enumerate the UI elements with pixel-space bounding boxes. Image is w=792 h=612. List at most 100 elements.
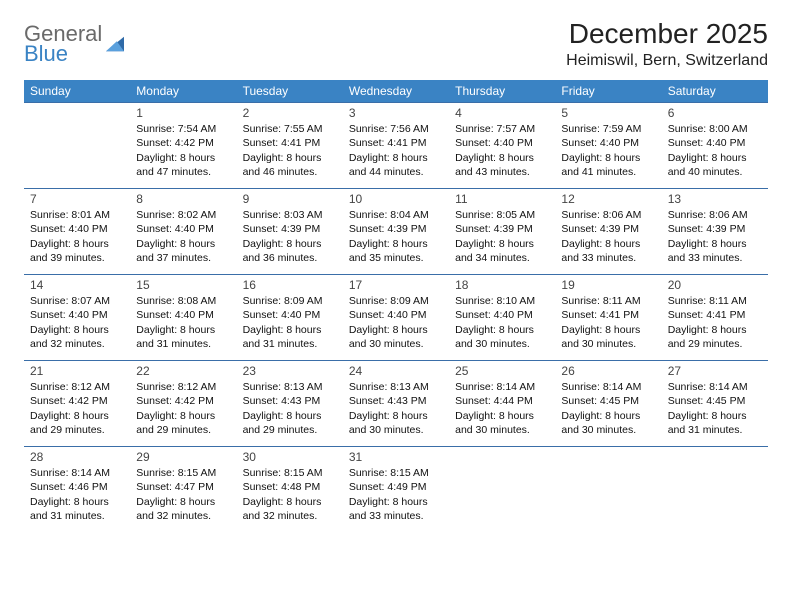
day-cell: 14Sunrise: 8:07 AMSunset: 4:40 PMDayligh… bbox=[24, 275, 130, 361]
weekday-header: Friday bbox=[555, 80, 661, 103]
sunset-text: Sunset: 4:40 PM bbox=[30, 308, 124, 322]
sunset-text: Sunset: 4:40 PM bbox=[243, 308, 337, 322]
logo: General Blue bbox=[24, 18, 126, 64]
day-cell: 23Sunrise: 8:13 AMSunset: 4:43 PMDayligh… bbox=[237, 361, 343, 447]
daylight-text: Daylight: 8 hours bbox=[136, 323, 230, 337]
day-cell: 29Sunrise: 8:15 AMSunset: 4:47 PMDayligh… bbox=[130, 447, 236, 533]
sunrise-text: Sunrise: 8:02 AM bbox=[136, 208, 230, 222]
sunrise-text: Sunrise: 8:04 AM bbox=[349, 208, 443, 222]
calendar-page: General Blue December 2025 Heimiswil, Be… bbox=[0, 0, 792, 551]
sunset-text: Sunset: 4:40 PM bbox=[136, 308, 230, 322]
location: Heimiswil, Bern, Switzerland bbox=[566, 52, 768, 70]
day-cell: 22Sunrise: 8:12 AMSunset: 4:42 PMDayligh… bbox=[130, 361, 236, 447]
logo-text-blue: Blue bbox=[24, 44, 102, 64]
calendar-head: SundayMondayTuesdayWednesdayThursdayFrid… bbox=[24, 80, 768, 103]
daylight-text: and 29 minutes. bbox=[243, 423, 337, 437]
sunset-text: Sunset: 4:43 PM bbox=[349, 394, 443, 408]
title-block: December 2025 Heimiswil, Bern, Switzerla… bbox=[566, 18, 768, 70]
sunrise-text: Sunrise: 7:55 AM bbox=[243, 122, 337, 136]
daylight-text: and 32 minutes. bbox=[136, 509, 230, 523]
weekday-row: SundayMondayTuesdayWednesdayThursdayFrid… bbox=[24, 80, 768, 103]
daylight-text: and 31 minutes. bbox=[243, 337, 337, 351]
sunrise-text: Sunrise: 8:11 AM bbox=[561, 294, 655, 308]
sunrise-text: Sunrise: 8:07 AM bbox=[30, 294, 124, 308]
day-cell: 16Sunrise: 8:09 AMSunset: 4:40 PMDayligh… bbox=[237, 275, 343, 361]
day-cell: 12Sunrise: 8:06 AMSunset: 4:39 PMDayligh… bbox=[555, 189, 661, 275]
daylight-text: and 30 minutes. bbox=[561, 337, 655, 351]
daylight-text: and 33 minutes. bbox=[668, 251, 762, 265]
daylight-text: Daylight: 8 hours bbox=[136, 409, 230, 423]
daylight-text: and 30 minutes. bbox=[561, 423, 655, 437]
daylight-text: and 29 minutes. bbox=[136, 423, 230, 437]
day-cell: 27Sunrise: 8:14 AMSunset: 4:45 PMDayligh… bbox=[662, 361, 768, 447]
daylight-text: Daylight: 8 hours bbox=[243, 323, 337, 337]
daylight-text: and 32 minutes. bbox=[30, 337, 124, 351]
sunset-text: Sunset: 4:41 PM bbox=[561, 308, 655, 322]
sunrise-text: Sunrise: 7:54 AM bbox=[136, 122, 230, 136]
sunset-text: Sunset: 4:42 PM bbox=[30, 394, 124, 408]
daylight-text: Daylight: 8 hours bbox=[668, 409, 762, 423]
sunset-text: Sunset: 4:39 PM bbox=[561, 222, 655, 236]
daylight-text: Daylight: 8 hours bbox=[30, 495, 124, 509]
daylight-text: Daylight: 8 hours bbox=[30, 323, 124, 337]
day-number: 3 bbox=[349, 105, 443, 121]
daylight-text: Daylight: 8 hours bbox=[243, 237, 337, 251]
day-cell: 31Sunrise: 8:15 AMSunset: 4:49 PMDayligh… bbox=[343, 447, 449, 533]
sunset-text: Sunset: 4:40 PM bbox=[455, 308, 549, 322]
day-cell: 9Sunrise: 8:03 AMSunset: 4:39 PMDaylight… bbox=[237, 189, 343, 275]
daylight-text: and 43 minutes. bbox=[455, 165, 549, 179]
sunrise-text: Sunrise: 8:08 AM bbox=[136, 294, 230, 308]
daylight-text: and 46 minutes. bbox=[243, 165, 337, 179]
sunrise-text: Sunrise: 8:15 AM bbox=[243, 466, 337, 480]
day-number: 17 bbox=[349, 277, 443, 293]
weekday-header: Saturday bbox=[662, 80, 768, 103]
sunset-text: Sunset: 4:41 PM bbox=[243, 136, 337, 150]
sunrise-text: Sunrise: 7:57 AM bbox=[455, 122, 549, 136]
sunset-text: Sunset: 4:47 PM bbox=[136, 480, 230, 494]
day-cell: 7Sunrise: 8:01 AMSunset: 4:40 PMDaylight… bbox=[24, 189, 130, 275]
sunrise-text: Sunrise: 8:15 AM bbox=[136, 466, 230, 480]
sunrise-text: Sunrise: 8:09 AM bbox=[243, 294, 337, 308]
daylight-text: Daylight: 8 hours bbox=[243, 495, 337, 509]
day-cell: 2Sunrise: 7:55 AMSunset: 4:41 PMDaylight… bbox=[237, 103, 343, 189]
day-number: 23 bbox=[243, 363, 337, 379]
day-cell: 15Sunrise: 8:08 AMSunset: 4:40 PMDayligh… bbox=[130, 275, 236, 361]
empty-cell bbox=[555, 447, 661, 533]
day-number: 24 bbox=[349, 363, 443, 379]
daylight-text: Daylight: 8 hours bbox=[243, 151, 337, 165]
daylight-text: Daylight: 8 hours bbox=[668, 151, 762, 165]
sunset-text: Sunset: 4:41 PM bbox=[349, 136, 443, 150]
day-number: 20 bbox=[668, 277, 762, 293]
daylight-text: and 29 minutes. bbox=[30, 423, 124, 437]
sunset-text: Sunset: 4:40 PM bbox=[136, 222, 230, 236]
sunrise-text: Sunrise: 8:00 AM bbox=[668, 122, 762, 136]
day-number: 2 bbox=[243, 105, 337, 121]
calendar-table: SundayMondayTuesdayWednesdayThursdayFrid… bbox=[24, 80, 768, 533]
daylight-text: and 36 minutes. bbox=[243, 251, 337, 265]
sunrise-text: Sunrise: 8:11 AM bbox=[668, 294, 762, 308]
sunrise-text: Sunrise: 8:12 AM bbox=[30, 380, 124, 394]
day-number: 10 bbox=[349, 191, 443, 207]
daylight-text: and 30 minutes. bbox=[455, 423, 549, 437]
sunrise-text: Sunrise: 8:10 AM bbox=[455, 294, 549, 308]
day-number: 13 bbox=[668, 191, 762, 207]
daylight-text: Daylight: 8 hours bbox=[561, 151, 655, 165]
sunset-text: Sunset: 4:41 PM bbox=[668, 308, 762, 322]
sunset-text: Sunset: 4:40 PM bbox=[455, 136, 549, 150]
daylight-text: Daylight: 8 hours bbox=[455, 151, 549, 165]
sunrise-text: Sunrise: 8:06 AM bbox=[668, 208, 762, 222]
day-cell: 24Sunrise: 8:13 AMSunset: 4:43 PMDayligh… bbox=[343, 361, 449, 447]
day-cell: 17Sunrise: 8:09 AMSunset: 4:40 PMDayligh… bbox=[343, 275, 449, 361]
daylight-text: Daylight: 8 hours bbox=[668, 323, 762, 337]
sunset-text: Sunset: 4:44 PM bbox=[455, 394, 549, 408]
empty-cell bbox=[662, 447, 768, 533]
daylight-text: Daylight: 8 hours bbox=[136, 237, 230, 251]
day-cell: 11Sunrise: 8:05 AMSunset: 4:39 PMDayligh… bbox=[449, 189, 555, 275]
day-number: 28 bbox=[30, 449, 124, 465]
daylight-text: Daylight: 8 hours bbox=[243, 409, 337, 423]
sunset-text: Sunset: 4:40 PM bbox=[561, 136, 655, 150]
sunrise-text: Sunrise: 8:15 AM bbox=[349, 466, 443, 480]
week-row: 14Sunrise: 8:07 AMSunset: 4:40 PMDayligh… bbox=[24, 275, 768, 361]
sunset-text: Sunset: 4:49 PM bbox=[349, 480, 443, 494]
daylight-text: and 32 minutes. bbox=[243, 509, 337, 523]
